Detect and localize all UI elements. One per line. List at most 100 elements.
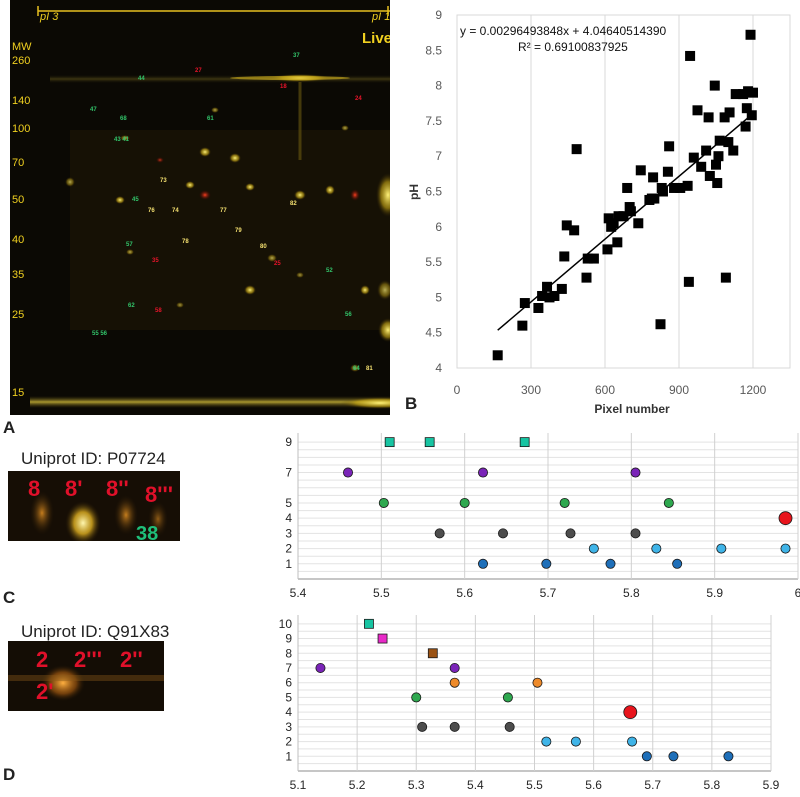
data-point	[477, 558, 488, 569]
data-point	[608, 218, 619, 229]
x-tick-label: 900	[669, 383, 689, 397]
panel-letter-a: A	[3, 418, 16, 437]
data-point	[630, 528, 641, 539]
x-tick-label: 5.4	[467, 778, 484, 792]
data-point	[377, 633, 388, 644]
data-point	[627, 736, 638, 747]
data-point	[655, 319, 666, 330]
gel-image-graphic: pI 3 pI 1 Live MW 260140100705040352515 …	[10, 0, 390, 415]
data-point	[692, 105, 703, 116]
y-tick-label: 9	[435, 8, 442, 22]
chart-c-gridlines	[297, 433, 799, 580]
data-point	[343, 467, 354, 478]
spot-image-q91x83: 2 2''' 2'' 2'	[8, 641, 164, 711]
data-point	[696, 161, 707, 172]
data-point	[602, 244, 613, 255]
x-tick-label: 0	[454, 383, 461, 397]
gel-spot-label: 57	[126, 242, 133, 248]
gel-spot-label: 37	[293, 53, 300, 59]
y-tick-label: 8	[435, 79, 442, 93]
gel-spot-label: 76	[148, 208, 155, 214]
data-point	[533, 302, 544, 313]
gel-spot-label: 18	[280, 84, 287, 90]
y-tick-label: 4	[285, 511, 292, 525]
x-tick-label: 5.8	[623, 586, 640, 600]
data-point	[714, 135, 725, 146]
y-tick-label: 5	[285, 496, 292, 510]
data-point	[746, 110, 757, 121]
spot-image-p07724: 8 8' 8'' 8''' 38	[8, 471, 180, 541]
data-point	[541, 558, 552, 569]
y-tick-label: 8	[285, 646, 292, 660]
data-point	[748, 87, 758, 98]
gel-image: pI 3 pI 1 Live MW 260 140 100 70 50 40 35 25 15 …	[10, 0, 390, 415]
data-point	[315, 662, 326, 673]
spot-label: 8'''	[145, 482, 173, 507]
x-tick-label: 5.4	[290, 586, 307, 600]
data-point	[532, 677, 543, 688]
data-point	[713, 151, 724, 162]
data-point	[569, 225, 580, 236]
chart-b-points	[492, 29, 758, 361]
data-point	[571, 144, 582, 155]
mw-label: 50	[12, 194, 24, 206]
y-tick-label: 7	[435, 149, 442, 163]
data-point	[663, 497, 674, 508]
ph-pixel-scatter-chart: 0 300 600 900 1200 4 4.5 5 5.5 6 6.5 7 7.5 8 8.5 9 y = …	[407, 8, 791, 416]
gel-title-fragment: Live	[362, 30, 390, 47]
data-point	[411, 692, 422, 703]
data-point	[633, 218, 644, 229]
gel-spot-label: 58	[155, 308, 162, 314]
gel-spot-label: 35	[152, 258, 159, 264]
gel-spot-label: 64	[353, 366, 360, 372]
y-tick-label: 10	[279, 617, 293, 631]
data-point	[519, 437, 530, 448]
data-point	[657, 186, 668, 197]
y-tick-label: 2	[285, 542, 292, 556]
x-tick-label: 300	[521, 383, 541, 397]
gel-spot-label: 79	[235, 228, 242, 234]
x-tick-label: 5.9	[763, 778, 780, 792]
spot-label: 8''	[106, 476, 129, 501]
data-point	[449, 677, 460, 688]
data-point	[685, 50, 696, 61]
data-point	[669, 182, 680, 193]
x-tick-label: 600	[595, 383, 615, 397]
gel-spot-labels: 37 44 27 47 68 43 41 18 24 61 73 74 76 79 77 78 80 82 45 5…	[90, 53, 373, 372]
y-tick-label: 6	[285, 676, 292, 690]
x-tick-label: 1200	[740, 383, 767, 397]
chart-c-tick-labels: 5.4 5.5 5.6 5.7 5.8 5.9 6 12 345 7 9	[285, 435, 800, 600]
gel-spot-label: 78	[182, 239, 189, 245]
gel-spot-label: 61	[207, 116, 214, 122]
data-point	[662, 166, 673, 177]
data-point	[720, 272, 731, 283]
x-tick-label: 5.1	[290, 778, 307, 792]
x-tick-label: 5.8	[704, 778, 721, 792]
gel-spot-label: 62	[128, 303, 135, 309]
x-tick-label: 5.5	[373, 586, 390, 600]
data-point	[712, 178, 723, 189]
gel-spot-label: 27	[195, 68, 202, 74]
y-tick-label: 7	[285, 466, 292, 480]
mw-label: 40	[12, 234, 24, 246]
y-tick-label: 3	[285, 720, 292, 734]
data-point	[618, 211, 629, 222]
gel-spot-label: 81	[366, 366, 373, 372]
x-tick-label: 5.6	[456, 586, 473, 600]
data-point	[378, 497, 389, 508]
y-tick-label: 5	[285, 690, 292, 704]
data-point	[780, 543, 791, 554]
data-point	[672, 558, 683, 569]
data-point	[556, 283, 567, 294]
x-tick-label: 5.3	[408, 778, 425, 792]
gel-spot-label: 77	[220, 208, 227, 214]
gel-spot-label: 24	[355, 96, 362, 102]
chart-b-ylabel: pH	[407, 184, 421, 200]
data-point	[565, 528, 576, 539]
data-point	[582, 253, 593, 264]
y-tick-label: 7.5	[425, 114, 442, 128]
data-point	[588, 543, 599, 554]
x-tick-label: 5.6	[585, 778, 602, 792]
data-point	[730, 89, 741, 100]
data-point	[605, 558, 616, 569]
